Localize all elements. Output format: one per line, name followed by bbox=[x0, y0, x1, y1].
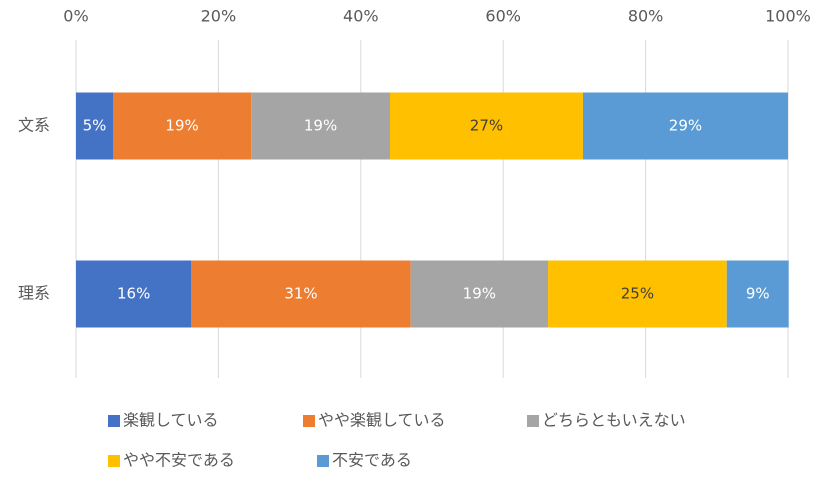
bar-segment bbox=[191, 260, 411, 328]
bar-segment bbox=[582, 92, 788, 160]
legend-label: 不安である bbox=[332, 451, 412, 470]
x-tick-label: 40% bbox=[343, 7, 379, 26]
data-label: 9% bbox=[746, 285, 770, 303]
bar-segment bbox=[389, 92, 583, 160]
data-label: 5% bbox=[83, 117, 107, 135]
data-label: 31% bbox=[284, 285, 317, 303]
bar-segment bbox=[76, 92, 114, 160]
bar-segment bbox=[548, 260, 727, 328]
data-label: 19% bbox=[304, 117, 337, 135]
legend-swatch bbox=[527, 415, 539, 427]
x-tick-label: 80% bbox=[628, 7, 664, 26]
legend-swatch bbox=[303, 415, 315, 427]
data-label: 16% bbox=[117, 285, 150, 303]
x-tick-label: 100% bbox=[765, 7, 811, 26]
data-label: 25% bbox=[621, 285, 654, 303]
x-tick-label: 20% bbox=[201, 7, 237, 26]
data-label: 19% bbox=[165, 117, 198, 135]
legend-label: やや不安である bbox=[123, 451, 235, 470]
legend-label: やや楽観している bbox=[318, 411, 446, 430]
bar-segment bbox=[410, 260, 549, 328]
x-tick-label: 0% bbox=[63, 7, 88, 26]
legend-label: どちらともいえない bbox=[542, 411, 686, 430]
data-label: 29% bbox=[669, 117, 702, 135]
legend-label: 楽観している bbox=[123, 411, 219, 430]
bar-segment bbox=[76, 260, 192, 328]
bar-segment bbox=[113, 92, 252, 160]
y-tick-label: 理系 bbox=[18, 284, 50, 303]
legend-swatch bbox=[108, 415, 120, 427]
data-label: 27% bbox=[470, 117, 503, 135]
data-label: 19% bbox=[463, 285, 496, 303]
bar-segment bbox=[726, 260, 789, 328]
x-tick-label: 60% bbox=[485, 7, 521, 26]
legend-swatch bbox=[317, 455, 329, 467]
bar-segment bbox=[251, 92, 390, 160]
legend-swatch bbox=[108, 455, 120, 467]
y-tick-label: 文系 bbox=[18, 116, 50, 135]
